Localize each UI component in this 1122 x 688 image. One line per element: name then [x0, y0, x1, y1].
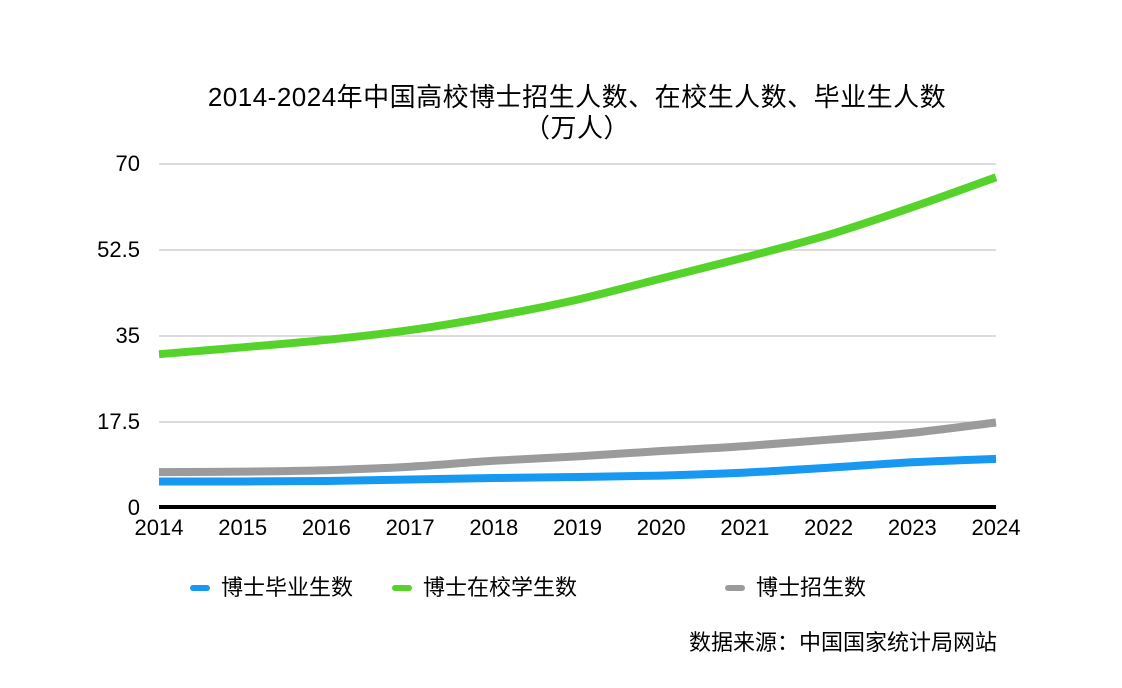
data-source: 数据来源：中国国家统计局网站 [688, 630, 997, 655]
y-tick-label: 0 [127, 495, 140, 520]
chart-title-block: 2014-2024年中国高校博士招生人数、在校生人数、毕业生人数 （万人） [32, 82, 1122, 144]
legend-item-2: 博士招生数 [725, 575, 866, 601]
legend-item-0: 博士毕业生数 [190, 575, 353, 601]
x-tick-label: 2019 [553, 515, 602, 540]
x-tick-label: 2017 [385, 515, 435, 540]
x-tick-label: 2020 [636, 515, 686, 540]
legend-item-1: 博士在校学生数 [392, 575, 577, 601]
legend-swatch-icon [725, 585, 745, 591]
y-tick-label: 17.5 [97, 409, 140, 434]
legend-swatch-icon [392, 585, 412, 591]
series-line-0 [158, 454, 997, 486]
x-tick-label: 2022 [804, 515, 854, 540]
chart-subtitle: （万人） [523, 113, 630, 143]
legend-swatch-icon [190, 585, 210, 591]
x-tick-label: 2024 [971, 515, 1021, 540]
y-tick-label: 52.5 [97, 237, 140, 262]
x-tick-label: 2018 [469, 515, 519, 540]
y-tick-label: 70 [115, 151, 140, 176]
series-line-2 [158, 418, 997, 477]
x-tick-label: 2021 [720, 515, 770, 540]
y-tick-label: 35 [115, 323, 140, 348]
x-tick-label: 2015 [218, 515, 268, 540]
x-tick-label: 2016 [301, 515, 351, 540]
chart-title: 2014-2024年中国高校博士招生人数、在校生人数、毕业生人数 [207, 82, 947, 112]
legend-label: 博士招生数 [756, 575, 867, 600]
legend-label: 博士毕业生数 [221, 575, 354, 600]
x-tick-label: 2023 [887, 515, 937, 540]
x-tick-label: 2014 [134, 515, 184, 540]
legend-label: 博士在校学生数 [423, 575, 578, 600]
series-line-1 [158, 173, 998, 359]
